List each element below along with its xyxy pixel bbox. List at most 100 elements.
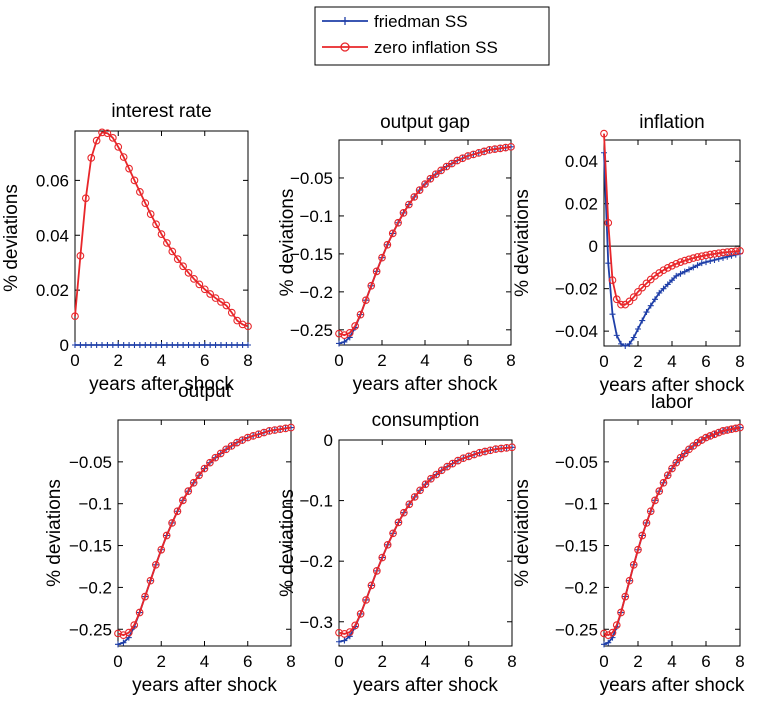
data-point <box>693 438 702 447</box>
data-point <box>254 430 263 439</box>
data-point <box>507 142 515 151</box>
y-tick-label: −0.05 <box>69 453 112 472</box>
data-point <box>82 342 89 348</box>
data-point <box>336 638 342 645</box>
data-point <box>474 149 483 157</box>
data-point <box>668 464 676 473</box>
data-point <box>421 180 429 188</box>
data-point <box>669 277 675 284</box>
data-point <box>168 247 177 256</box>
series-friedman <box>72 342 251 348</box>
data-point <box>216 449 225 458</box>
data-point <box>115 342 122 348</box>
data-point <box>643 309 650 316</box>
data-point <box>508 443 516 452</box>
data-point <box>405 500 414 509</box>
data-point <box>639 317 646 324</box>
data-point <box>617 608 625 617</box>
x-tick-label: 6 <box>701 352 710 371</box>
data-point <box>491 445 500 453</box>
data-point <box>126 342 133 348</box>
y-tick-label: 0.04 <box>565 152 598 171</box>
data-point <box>605 260 612 267</box>
data-point <box>731 247 740 256</box>
data-point <box>464 152 472 160</box>
x-tick-label: 2 <box>378 652 387 671</box>
data-point <box>647 302 654 309</box>
data-point <box>714 249 723 258</box>
legend: friedman SS zero inflation SS <box>314 6 550 66</box>
data-point <box>600 629 608 638</box>
data-point <box>234 342 241 348</box>
data-point <box>656 289 663 296</box>
data-point <box>501 143 510 152</box>
data-point <box>109 342 116 348</box>
x-axis-label: years after shock <box>132 675 277 696</box>
data-point <box>270 426 279 434</box>
data-point <box>276 425 285 434</box>
data-point <box>736 247 744 255</box>
data-point <box>108 134 117 142</box>
data-point <box>608 276 617 285</box>
data-point <box>714 428 723 437</box>
panel-consumption: 0 2 4 6 8 −0.3 −0.2 −0.1 0 consumption years after… <box>277 410 517 696</box>
y-tick-label: 0 <box>589 237 598 256</box>
data-point <box>104 342 111 348</box>
data-point <box>431 170 440 179</box>
data-point <box>622 343 629 349</box>
data-point <box>119 153 128 161</box>
data-point <box>686 266 692 273</box>
data-point <box>222 445 230 454</box>
panel-title: consumption <box>372 410 480 431</box>
data-point <box>685 255 693 264</box>
data-point <box>427 474 435 483</box>
data-point <box>125 164 133 173</box>
series-zero-inflation <box>71 128 252 331</box>
data-point <box>287 423 295 432</box>
y-tick-label: −0.2 <box>564 578 598 597</box>
data-point <box>660 285 667 292</box>
x-tick-label: 8 <box>507 652 516 671</box>
data-point <box>195 471 203 480</box>
data-point <box>663 471 672 480</box>
x-tick-label: 6 <box>463 351 472 370</box>
data-point <box>227 442 236 450</box>
data-point <box>676 258 685 266</box>
data-point <box>673 272 680 279</box>
data-point <box>613 332 620 339</box>
data-point <box>81 194 90 203</box>
data-point <box>672 259 681 268</box>
data-point <box>245 342 251 348</box>
legend-entry: friedman SS <box>322 12 468 31</box>
y-tick-label: −0.2 <box>299 552 333 571</box>
data-point <box>485 146 494 154</box>
data-point <box>93 342 100 348</box>
panel-title: output <box>178 381 232 402</box>
legend-marker <box>340 42 350 52</box>
y-tick-label: −0.1 <box>564 495 598 514</box>
data-point <box>227 308 236 317</box>
x-tick-label: 2 <box>114 351 123 370</box>
data-point <box>200 464 209 473</box>
x-tick-label: 6 <box>464 652 473 671</box>
legend-label: zero inflation SS <box>374 38 498 57</box>
y-tick-label: −0.15 <box>290 245 333 264</box>
y-tick-label: 0.06 <box>36 171 69 190</box>
data-point <box>346 334 353 341</box>
x-tick-label: 0 <box>113 652 122 671</box>
data-point <box>179 496 187 505</box>
data-point <box>131 342 138 348</box>
data-point <box>727 247 736 256</box>
data-point <box>634 288 642 296</box>
data-point <box>638 283 647 292</box>
data-point <box>651 496 659 505</box>
data-point <box>681 268 688 275</box>
data-point <box>604 218 613 227</box>
data-point <box>383 240 392 249</box>
data-point <box>87 154 96 162</box>
x-axis-label: years after shock <box>353 675 498 696</box>
data-point <box>625 297 634 306</box>
y-tick-label: −0.1 <box>299 207 333 226</box>
data-point <box>690 264 697 271</box>
